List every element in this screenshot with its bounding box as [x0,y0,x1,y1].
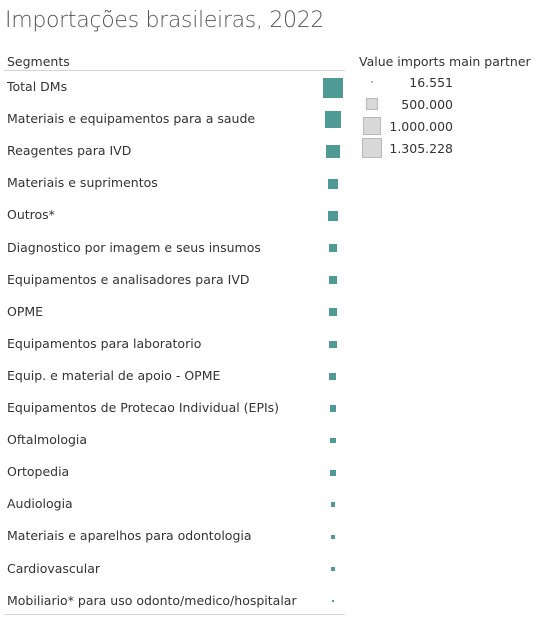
table-row: Oftalmologia [0,424,345,456]
table-row: Audiologia [0,488,345,520]
segment-label: Outros* [7,207,55,223]
legend-item: 16.551 [360,71,535,93]
value-mark[interactable] [329,372,337,380]
legend-item: 500.000 [360,93,535,115]
legend-size-swatch [370,80,374,84]
value-mark[interactable] [331,567,335,571]
segment-label: Materiais e equipamentos para a saude [7,111,256,127]
legend-item: 1.305.228 [360,137,535,159]
legend-item: 1.000.000 [360,115,535,137]
table-row: Equipamentos e analisadores para IVD [0,264,345,296]
segment-label: Oftalmologia [7,432,88,448]
table-row: Total DMs [0,71,345,103]
table-row: Mobiliario* para uso odonto/medico/hospi… [0,585,345,617]
footer-divider [4,614,345,615]
table-row: Reagentes para IVD [0,135,345,167]
table-row: Equipamentos para laboratorio [0,328,345,360]
legend-title: Value imports main partner [359,54,531,69]
legend-label: 1.305.228 [389,141,453,156]
table-row: Equipamentos de Protecao Individual (EPI… [0,392,345,424]
segment-label: Equip. e material de apoio - OPME [7,367,221,383]
value-mark[interactable] [329,276,337,284]
legend-size-swatch [362,138,382,158]
table-row: Equip. e material de apoio - OPME [0,360,345,392]
legend-size-swatch [365,97,379,111]
table-row: Diagnostico por imagem e seus insumos [0,232,345,264]
legend-size-swatch [363,117,381,135]
segment-label: Reagentes para IVD [7,143,132,159]
segments-column-header: Segments [7,54,70,69]
value-mark[interactable] [329,405,337,412]
segment-label: Equipamentos para laboratorio [7,335,202,351]
segment-label: Materiais e aparelhos para odontologia [7,528,252,544]
table-row: Cardiovascular [0,553,345,585]
table-row: OPME [0,296,345,328]
value-mark[interactable] [329,340,337,348]
segment-label: Equipamentos de Protecao Individual (EPI… [7,400,280,415]
table-row: Materiais e equipamentos para a saude [0,103,345,135]
segment-label: OPME [7,303,44,319]
value-mark[interactable] [328,243,337,252]
table-row: Ortopedia [0,456,345,488]
table-row: Materiais e aparelhos para odontologia [0,520,345,552]
value-mark[interactable] [330,437,336,444]
legend-label: 1.000.000 [389,119,453,134]
value-mark[interactable] [324,111,342,128]
value-mark[interactable] [329,308,337,316]
value-mark[interactable] [331,599,335,603]
header-divider [4,70,345,71]
table-row: Outros* [0,199,345,231]
segment-label: Diagnostico por imagem e seus insumos [7,239,261,255]
value-mark[interactable] [330,502,336,508]
table-row: Materiais e suprimentos [0,167,345,199]
chart-title: Importações brasileiras, 2022 [5,8,325,33]
value-mark[interactable] [326,145,340,159]
segment-label: Ortopedia [7,464,70,480]
value-mark[interactable] [330,534,336,540]
segment-label: Equipamentos e analisadores para IVD [7,271,250,287]
value-mark[interactable] [328,178,338,189]
value-mark[interactable] [328,211,338,221]
segment-label: Audiologia [7,496,73,512]
legend-label: 16.551 [409,75,453,90]
value-mark[interactable] [323,77,343,98]
value-mark[interactable] [330,469,336,476]
segment-label: Cardiovascular [7,560,100,576]
segment-label: Total DMs [7,79,68,94]
segment-label: Mobiliario* para uso odonto/medico/hospi… [7,592,297,608]
legend-label: 500.000 [401,97,453,112]
segment-label: Materiais e suprimentos [7,175,158,191]
